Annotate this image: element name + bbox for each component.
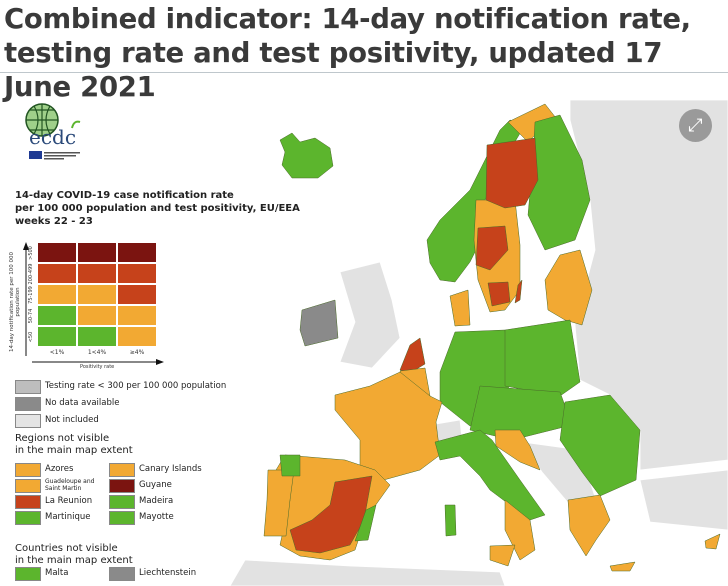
legend-heading-line: in the main map extent [15,555,133,566]
map-region-sicily[interactable] [489,544,516,567]
legend-label: Guyane [139,480,172,490]
map-region-baltics[interactable] [544,249,593,326]
legend-label: Canary Islands [139,464,202,474]
matrix-cell [118,306,156,325]
map-region-poland[interactable] [504,319,581,397]
map-region-sweden-north[interactable] [485,137,539,209]
map-region-cyprus[interactable] [704,533,721,550]
matrix-cell [38,327,76,346]
legend-label: La Reunion [45,496,93,506]
legend-label: Azores [45,464,74,474]
map-region-uk [339,261,401,369]
map-region-iceland[interactable] [279,132,334,179]
legend-swatch [15,511,41,525]
legend-heading-line: Regions not visible [15,433,110,444]
x-tick-label: 1<4% [87,349,107,356]
matrix-cell [78,243,116,262]
map-region-central-europe[interactable] [469,385,573,441]
legend-swatch [15,463,41,477]
matrix-cell [118,327,156,346]
x-tick-label: <1% [49,349,65,356]
map-region-sweden-central[interactable] [475,225,509,271]
map-region-turkey [639,469,728,531]
matrix-cell [38,285,76,304]
legend-label: No data available [45,398,120,408]
legend-label: Liechtenstein [139,568,197,578]
legend-label: Mayotte [139,512,174,522]
legend-title-line: weeks 22 - 23 [15,216,93,227]
legend-swatch [15,479,41,493]
matrix-cell [118,264,156,283]
legend-label: Guadeloupe and Saint Martin [45,478,95,492]
svg-text:ecdc: ecdc [29,125,76,149]
legend-swatch [15,414,41,428]
map-region-greece[interactable] [567,494,611,557]
legend-label: Not included [45,415,99,425]
map-region-ireland[interactable] [299,299,339,347]
map-region-netherlands[interactable] [399,337,426,374]
map-region-denmark[interactable] [449,289,471,327]
map-region-crete[interactable] [609,561,636,572]
matrix-cell [38,264,76,283]
y-axis-label: 14-day notification rate per 100 000 pop… [9,251,21,353]
legend-title-line: 14-day COVID-19 case notification rate [15,190,234,201]
matrix-cell [38,243,76,262]
divider [0,72,728,73]
map-region-gotland[interactable] [514,279,523,304]
map-region-sardinia[interactable] [444,504,457,537]
ecdc-logo: ecdc [25,103,81,160]
legend-label: Testing rate < 300 per 100 000 populatio… [45,381,227,391]
legend-heading: Countries not visible in the main map ext… [15,543,133,567]
matrix-cell [118,243,156,262]
matrix-cell [78,285,116,304]
legend-title: 14-day COVID-19 case notification rate p… [15,189,300,228]
legend-label: Martinique [45,512,91,522]
map-region-spain-central[interactable] [289,475,373,554]
legend-swatch [109,463,135,477]
page-title: Combined indicator: 14-day notification … [4,3,691,103]
map-region-north-africa [229,559,506,586]
map-region-sweden-south[interactable] [487,281,511,307]
legend-title-line: per 100 000 population and test positivi… [15,203,300,214]
legend-swatch [109,511,135,525]
legend-heading-line: in the main map extent [15,445,133,456]
map-region-galicia[interactable] [279,454,301,477]
legend-swatch [109,479,135,493]
x-axis-label: Positivity rate [80,364,115,370]
map-region-romania-bulgaria[interactable] [559,394,641,497]
expand-icon: ⤢ [688,115,703,136]
legend-axes [23,242,164,365]
legend-label: Malta [45,568,69,578]
x-tick-label: ≥4% [129,349,145,356]
legend-swatch [15,397,41,411]
legend-swatch [109,567,135,581]
matrix-cell [78,327,116,346]
map-region-valencia[interactable] [354,504,377,542]
matrix-cell [78,306,116,325]
matrix-cell [78,264,116,283]
matrix-cell [38,306,76,325]
legend-swatch [15,567,41,581]
legend-label: Madeira [139,496,174,506]
expand-fullscreen-button[interactable]: ⤢ [679,109,712,142]
legend-swatch [15,380,41,394]
legend-swatch [15,495,41,509]
map-region-croatia-slovenia[interactable] [494,429,541,471]
legend-swatch [109,495,135,509]
legend-heading-line: Countries not visible [15,543,118,554]
europe-map[interactable] [0,88,728,586]
legend-heading: Regions not visible in the main map exten… [15,433,133,457]
matrix-cell [118,285,156,304]
